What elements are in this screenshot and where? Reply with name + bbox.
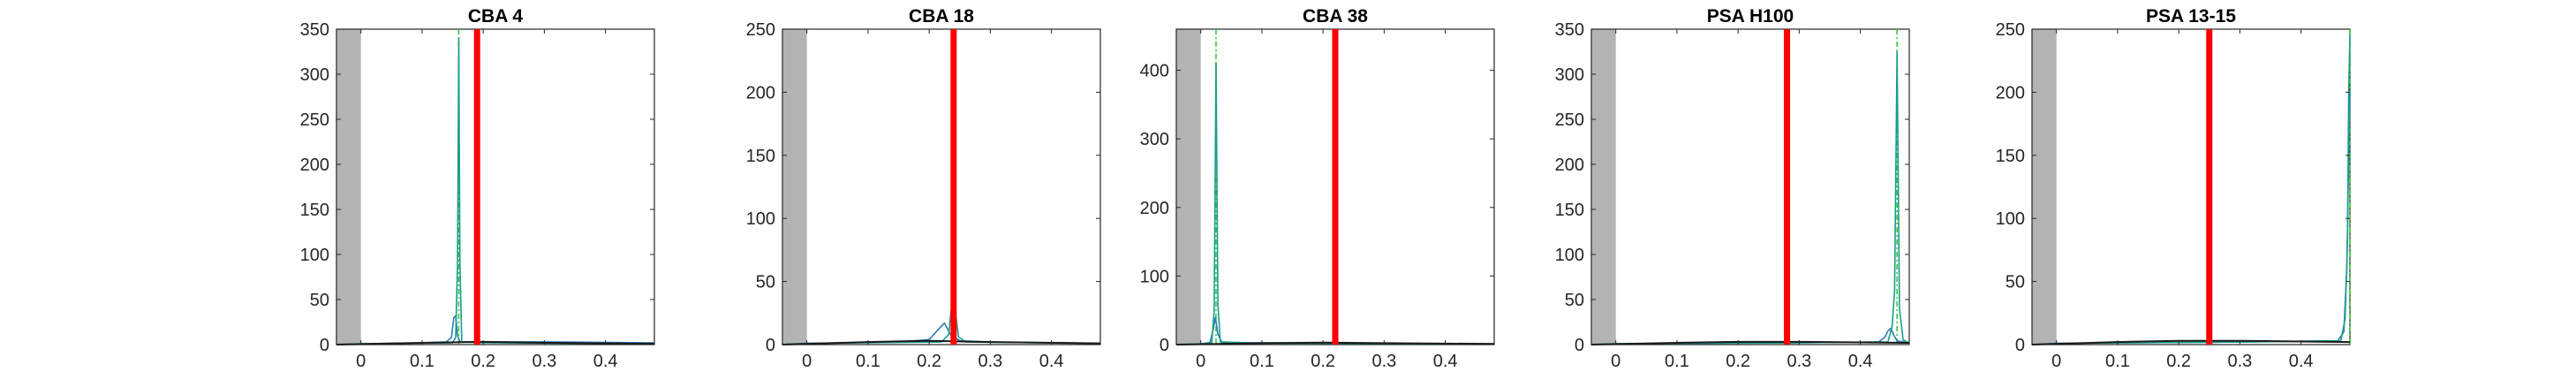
series-teal-line (782, 295, 1101, 345)
y-tick-label: 350 (300, 20, 329, 40)
series-teal-line (2031, 35, 2351, 345)
x-tick-label: 0.1 (856, 352, 880, 371)
x-tick-label: 0.3 (532, 352, 556, 371)
chart-panel-2: 0 0.1 0.2 0.3 0.4 0 50 100 150 200 250 CBA 18 (746, 6, 1101, 371)
x-tick-label: 0.4 (593, 352, 618, 371)
chart-title: CBA 18 (909, 6, 974, 27)
y-tick-label: 350 (1555, 20, 1584, 40)
y-tick-label: 200 (746, 83, 775, 102)
x-tick-label: 0.2 (1726, 352, 1750, 371)
y-tick-label: 250 (1996, 20, 2025, 40)
y-tick-label: 250 (300, 110, 329, 130)
y-tick-label: 150 (1996, 147, 2025, 166)
chart-panel-5: 0 0.1 0.2 0.3 0.4 0 50 100 150 200 250 PSA 13-15 (1996, 6, 2351, 371)
x-tick-label: 0.2 (471, 352, 495, 371)
chart-panel-4: 0 0.1 0.2 0.3 0.4 0 50 100 150 200 250 300 350 PSA H1… (1555, 6, 1910, 371)
x-tick-label: 0.3 (2227, 352, 2252, 371)
y-tick-label: 150 (300, 201, 329, 220)
y-tick-label: 250 (1555, 110, 1584, 130)
axes-frame (1590, 28, 1910, 345)
excluded-region (1591, 29, 1616, 345)
y-tick-label: 300 (1555, 65, 1584, 85)
y-tick-label: 0 (766, 336, 775, 355)
y-tick-label: 200 (1555, 156, 1584, 175)
excluded-region (2032, 29, 2057, 345)
x-tick-label: 0.1 (2105, 352, 2130, 371)
y-tick-label: 50 (2006, 273, 2025, 292)
y-tick-label: 100 (1555, 246, 1584, 265)
y-tick-label: 100 (746, 209, 775, 229)
x-tick-label: 0.4 (2289, 352, 2314, 371)
y-tick-label: 50 (756, 273, 775, 292)
series-blue-line (336, 315, 655, 345)
y-tick-label: 200 (300, 156, 329, 175)
y-tick-label: 100 (300, 246, 329, 265)
x-tick-label: 0.3 (978, 352, 1002, 371)
x-tick-label: 0.4 (1848, 352, 1873, 371)
chart-title: PSA 13-15 (2146, 6, 2236, 27)
chart-panel-1: 0 0.1 0.2 0.3 0.4 0 50 100 150 200 250 300 350 CBA 4 (300, 6, 655, 371)
excluded-region (782, 29, 807, 345)
axes-frame (336, 28, 655, 345)
chart-title: CBA 38 (1303, 6, 1368, 27)
y-tick-label: 50 (1565, 291, 1584, 310)
y-tick-label: 0 (2015, 336, 2025, 355)
y-tick-label: 200 (1996, 83, 2025, 102)
y-tick-label: 100 (1996, 209, 2025, 229)
y-tick-label: 300 (300, 65, 329, 85)
x-tick-label: 0.1 (1665, 352, 1689, 371)
x-tick-label: 0 (356, 352, 366, 371)
axes-frame (2031, 28, 2351, 345)
y-tick-label: 150 (746, 147, 775, 166)
x-tick-label: 0.4 (1433, 352, 1458, 371)
series-teal-line (336, 37, 655, 345)
chart-title: PSA H100 (1707, 6, 1794, 27)
y-tick-label: 0 (1160, 336, 1169, 355)
x-tick-label: 0 (802, 352, 812, 371)
x-tick-label: 0 (1196, 352, 1205, 371)
x-tick-label: 0 (2051, 352, 2061, 371)
x-tick-label: 0.2 (917, 352, 941, 371)
y-tick-label: 250 (746, 20, 775, 40)
y-tick-label: 200 (1140, 199, 1169, 218)
chart-panel-3: 0 0.1 0.2 0.3 0.4 0 100 200 300 400 CBA 38 (1140, 6, 1495, 371)
series-blue-line (2031, 92, 2351, 345)
axes-frame (782, 28, 1101, 345)
x-tick-label: 0.1 (1250, 352, 1274, 371)
excluded-region (336, 29, 361, 345)
y-tick-label: 100 (1140, 267, 1169, 286)
y-tick-label: 300 (1140, 130, 1169, 149)
chart-title: CBA 4 (468, 6, 524, 27)
x-tick-label: 0.4 (1039, 352, 1064, 371)
series-teal-line (1590, 50, 1910, 345)
x-tick-label: 0 (1611, 352, 1620, 371)
x-tick-label: 0.3 (1371, 352, 1396, 371)
y-tick-label: 50 (310, 291, 329, 310)
y-tick-label: 150 (1555, 201, 1584, 220)
x-tick-label: 0.3 (1787, 352, 1811, 371)
y-tick-label: 0 (1575, 336, 1584, 355)
y-tick-label: 0 (320, 336, 329, 355)
y-tick-label: 400 (1140, 62, 1169, 81)
x-tick-label: 0.2 (2166, 352, 2191, 371)
excluded-region (1176, 29, 1201, 345)
x-tick-label: 0.2 (1311, 352, 1335, 371)
x-tick-label: 0.1 (410, 352, 434, 371)
